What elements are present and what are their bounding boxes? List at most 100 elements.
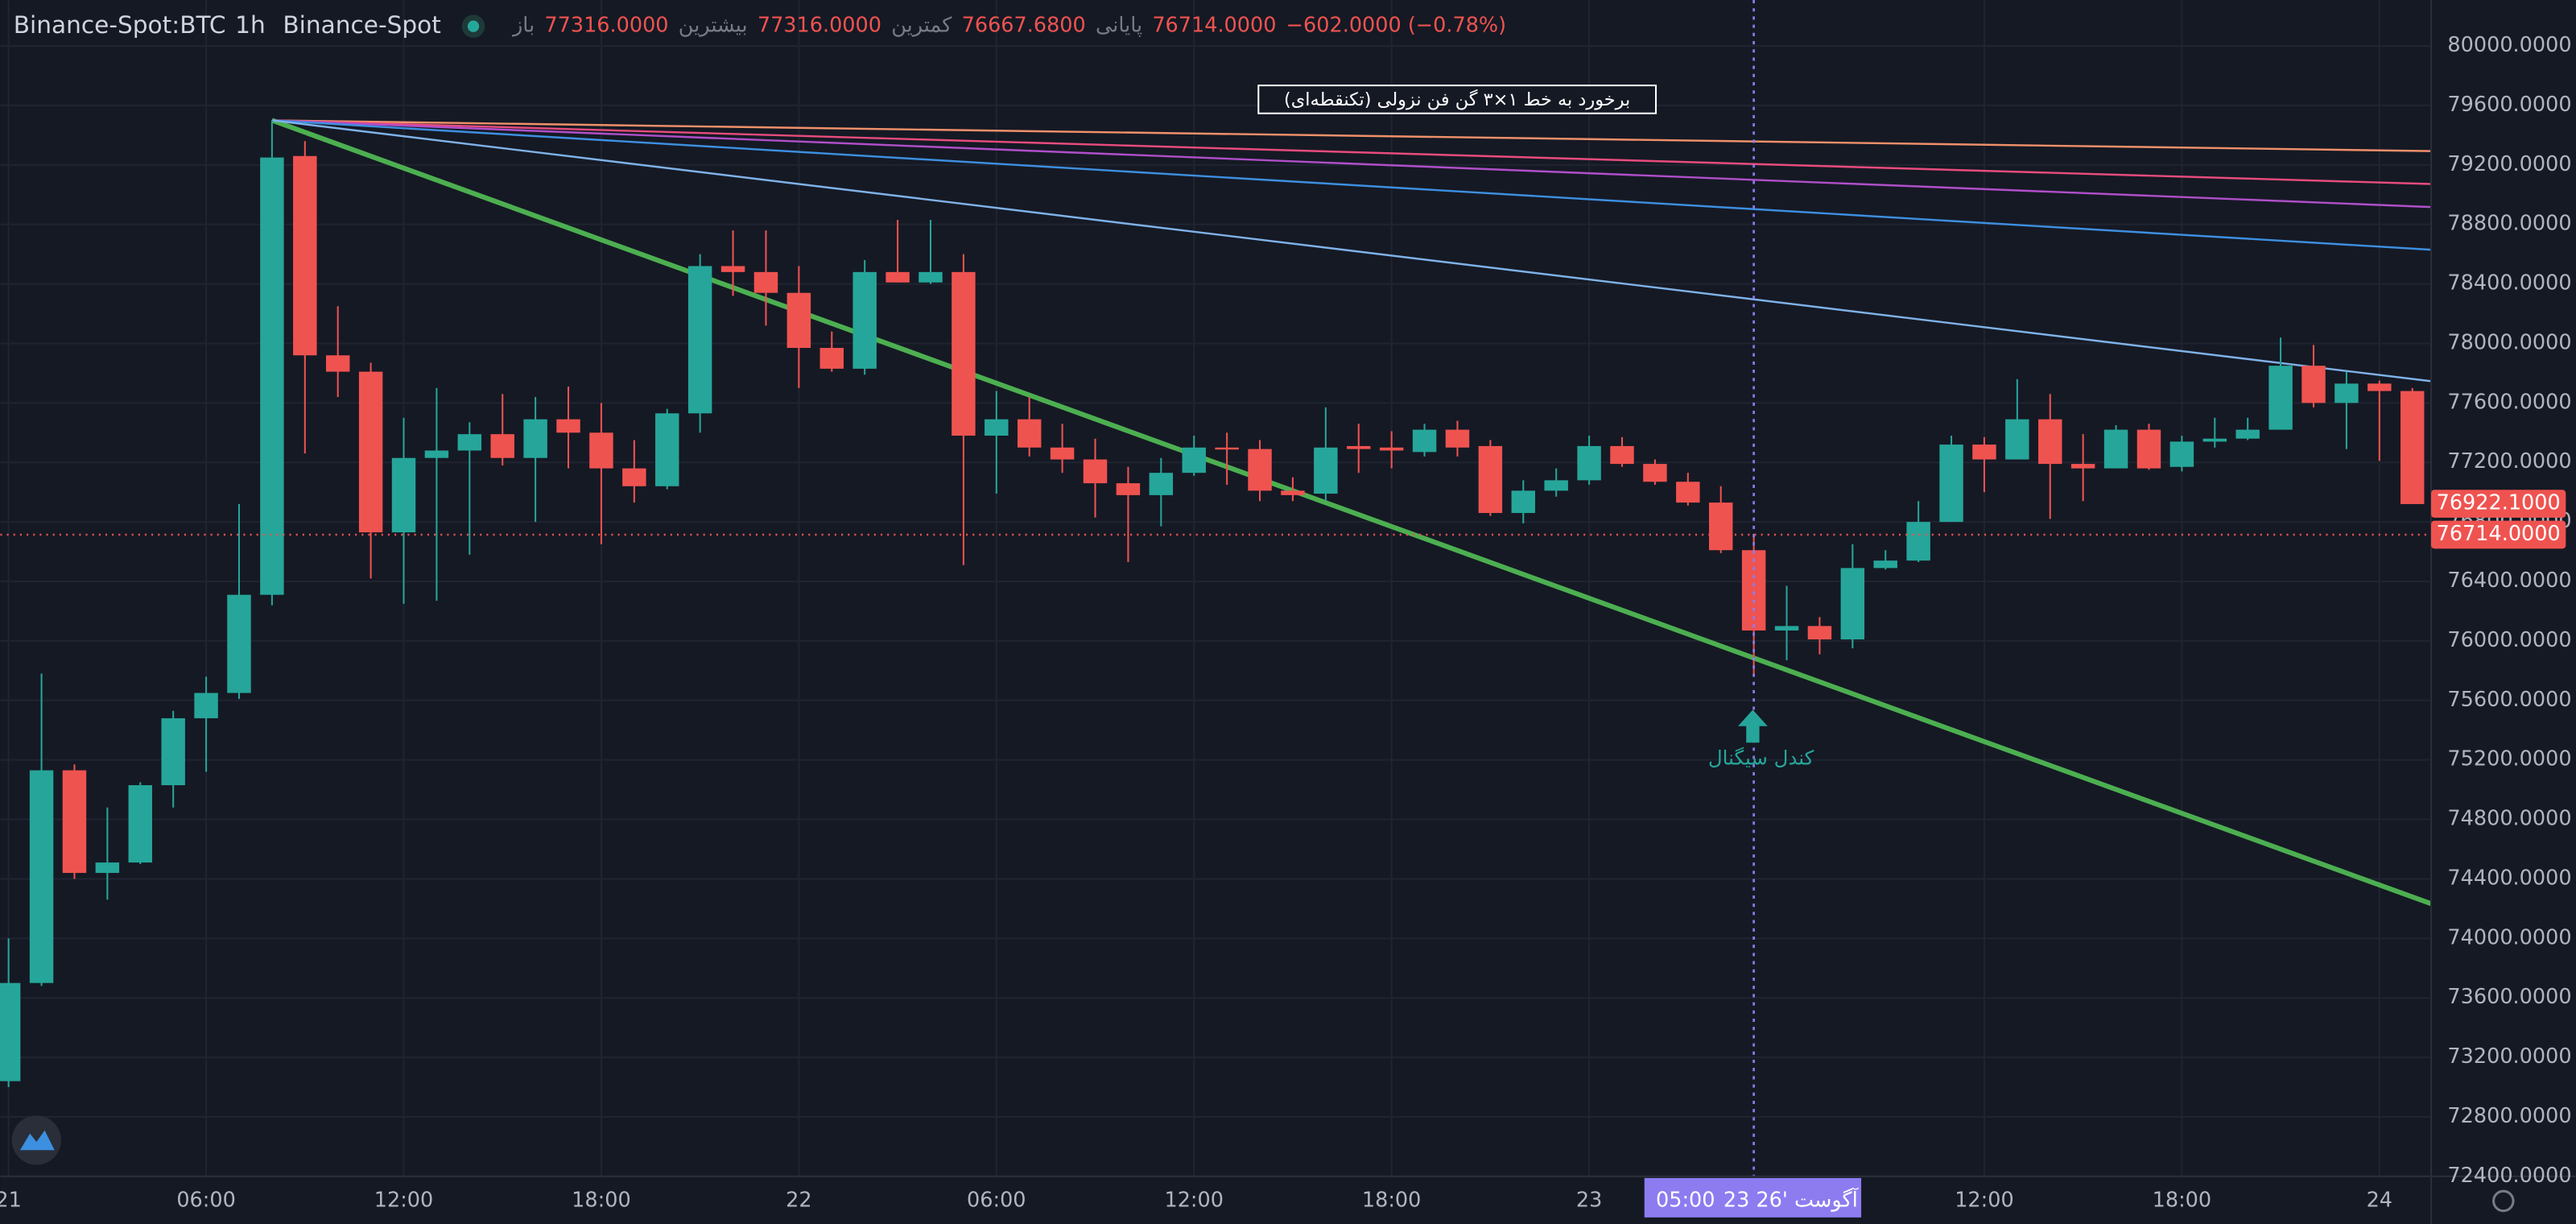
- candle-body: [1544, 480, 1568, 491]
- ohlc-text: بیشترین: [679, 14, 748, 38]
- candle-body: [2103, 429, 2128, 469]
- candle-body: [1511, 490, 1536, 514]
- candle-body: [687, 266, 712, 414]
- ohlc-text: پایانی: [1096, 14, 1142, 38]
- y-tick-label: 76000.0000: [2447, 628, 2571, 652]
- candle-body: [655, 413, 679, 486]
- axes: 72400.0000 72800.0000 73200.0000 73600.0000…: [0, 33, 2572, 1218]
- candle-body: [2268, 366, 2293, 430]
- candle-body: [1379, 447, 1404, 451]
- candle-body: [1873, 560, 1897, 569]
- candle-body: [2169, 441, 2194, 467]
- candle-body: [128, 785, 153, 863]
- candle-body: [161, 717, 185, 786]
- price-label-box: [2431, 490, 2566, 518]
- candle-body: [1939, 445, 1963, 523]
- candle-body: [2070, 464, 2095, 469]
- x-tick-label: 21: [0, 1188, 22, 1212]
- y-tick-label: 77600.0000: [2447, 390, 2571, 414]
- candle-body: [1412, 429, 1437, 453]
- exchange: Binance-Spot: [283, 11, 441, 39]
- candle-body: [1610, 445, 1634, 465]
- y-tick-label: 72400.0000: [2447, 1164, 2571, 1188]
- ohlc-text: −602.0000 (−0.78%): [1286, 14, 1506, 38]
- candle-body: [29, 770, 54, 983]
- candle-body: [95, 862, 120, 874]
- price-label-box: [2431, 520, 2566, 549]
- ohlc-text: باز: [511, 14, 535, 38]
- settings-icon[interactable]: [2492, 1189, 2515, 1213]
- candle-body: [2038, 419, 2062, 465]
- annotation: برخورد به خط ۱×۳ گن فن نزولی (تکنقطه‌ای): [1284, 89, 1630, 110]
- candle-body: [1906, 522, 1930, 561]
- crosshair-date: 23 آگوست '26: [1724, 1187, 1860, 1212]
- overlay: [0, 0, 2432, 1176]
- y-tick-label: 78800.0000: [2447, 212, 2571, 236]
- y-tick-label: 78000.0000: [2447, 330, 2571, 354]
- crosshair-time: 05:00: [1656, 1188, 1715, 1212]
- x-tick-label: 18:00: [1362, 1188, 1422, 1212]
- trend-line: [270, 118, 2433, 907]
- candle-body: [62, 770, 87, 874]
- candle-body: [1347, 445, 1371, 449]
- candle-body: [2005, 419, 2029, 460]
- candle-body: [457, 434, 482, 451]
- candle-body: [391, 457, 416, 533]
- logo-icon: [19, 1130, 55, 1151]
- y-tick-label: 74000.0000: [2447, 925, 2571, 949]
- y-tick-label: 76400.0000: [2447, 569, 2571, 593]
- candle-body: [2202, 438, 2227, 442]
- trend-line: [271, 119, 2432, 382]
- candle-body: [1248, 449, 1272, 491]
- candle-body: [985, 419, 1009, 436]
- x-tick-label: 24: [2367, 1188, 2392, 1212]
- candle-body: [1840, 568, 1865, 640]
- candle-body: [227, 594, 251, 693]
- ohlc-text: 76714.0000: [1152, 14, 1276, 38]
- trend-line: [271, 119, 2432, 251]
- ohlc-text: 77316.0000: [758, 14, 881, 38]
- y-tick-label: 74400.0000: [2447, 866, 2571, 890]
- y-tick-label: 78400.0000: [2447, 271, 2571, 296]
- candle-body: [2301, 366, 2326, 403]
- y-tick-label: 73200.0000: [2447, 1044, 2571, 1069]
- candle-body: [1017, 419, 1042, 448]
- ohlc-text: کمترین: [891, 14, 952, 38]
- candle-body: [720, 266, 745, 272]
- candle-body: [523, 419, 547, 458]
- candle-body: [1676, 482, 1700, 503]
- candles: [0, 120, 2425, 1088]
- ohlc-text: 77316.0000: [544, 14, 668, 38]
- candle-body: [2368, 383, 2392, 391]
- candle-body: [1149, 473, 1174, 495]
- symbol: Binance-Spot:BTC: [14, 11, 226, 39]
- candle-body: [1807, 626, 1832, 640]
- x-tick-label: 12:00: [374, 1188, 433, 1212]
- candle-body: [1708, 502, 1733, 551]
- candle-body: [919, 271, 943, 283]
- drawings: [270, 118, 2433, 907]
- y-tick-label: 77200.0000: [2447, 449, 2571, 473]
- candle-body: [2136, 429, 2161, 469]
- y-tick-label: 73600.0000: [2447, 985, 2571, 1009]
- candle-body: [1050, 447, 1075, 460]
- ohlc-text: 76667.6800: [962, 14, 1086, 38]
- candle-body: [1281, 490, 1305, 495]
- y-tick-label: 79200.0000: [2447, 152, 2571, 176]
- candle-body: [1774, 626, 1799, 631]
- candle-body: [952, 271, 976, 436]
- candle-body: [260, 157, 284, 595]
- candle-body: [1083, 459, 1108, 484]
- candle-body: [1314, 447, 1338, 494]
- candle-body: [424, 450, 449, 458]
- x-tick-label: 12:00: [1164, 1188, 1224, 1212]
- candle-body: [2400, 391, 2425, 504]
- candle-body: [1643, 464, 1667, 482]
- candle-body: [1445, 429, 1470, 448]
- logo[interactable]: [11, 1115, 61, 1165]
- crosshair-label-box: [1644, 1177, 1862, 1218]
- candle-body: [819, 348, 844, 369]
